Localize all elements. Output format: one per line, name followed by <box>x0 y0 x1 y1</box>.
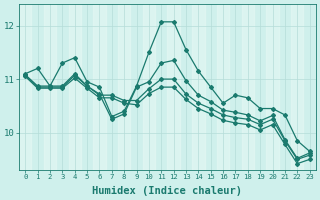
Bar <box>68 4 81 170</box>
X-axis label: Humidex (Indice chaleur): Humidex (Indice chaleur) <box>92 186 243 196</box>
Bar <box>266 4 279 170</box>
Bar <box>242 4 254 170</box>
Bar <box>143 4 155 170</box>
Bar <box>44 4 56 170</box>
Bar <box>167 4 180 170</box>
Bar <box>217 4 229 170</box>
Bar <box>291 4 303 170</box>
Bar <box>192 4 204 170</box>
Bar <box>118 4 130 170</box>
Bar <box>19 4 31 170</box>
Bar <box>93 4 106 170</box>
